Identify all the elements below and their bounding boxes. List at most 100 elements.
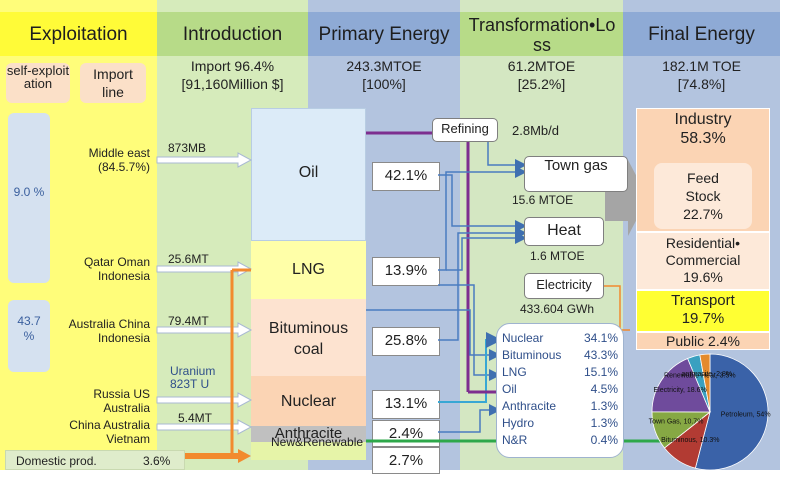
pct-oil: 42.1%	[372, 162, 440, 191]
final-public-box	[636, 332, 770, 350]
domestic-arrow	[185, 449, 251, 463]
transformation-share: [25.2%]	[517, 76, 566, 92]
self-exploitation-box-1	[8, 113, 50, 283]
mix-row-anthracite: Anthracite 1.3%	[502, 398, 618, 415]
primary-label-renewable: New&Renewable	[271, 435, 364, 449]
header-band-final	[623, 12, 780, 56]
town-gas-value: 15.6 MTOE	[512, 193, 574, 207]
transformation-summary: 61.2MTOE [25.2%]	[460, 57, 623, 101]
mix-row-oil: Oil 4.5%	[502, 381, 618, 398]
mix-pct-anthracite: 1.3%	[590, 399, 618, 413]
introduction-summary: Import 96.4% [91,160Million $]	[157, 57, 308, 101]
mix-pct-oil: 4.5%	[590, 382, 618, 396]
final-summary: 182.1M TOE [74.8%]	[623, 57, 780, 101]
mix-pct-nr: 0.4%	[590, 433, 618, 447]
self-exploitation-label: self-exploitation	[6, 63, 70, 103]
residential-pct: 19.6%	[683, 269, 723, 285]
mix-pct-hydro: 1.3%	[590, 416, 618, 430]
uranium-amount: Uranium 823T U	[170, 364, 216, 391]
header-band-exploitation	[0, 12, 157, 56]
final-industry-label: Industry 58.3%	[636, 110, 770, 148]
amount-anthracite: 5.4MT	[178, 411, 213, 425]
pie-slice-petroleum	[694, 353, 769, 471]
final-feedstock-label: Feed Stock 22.7%	[654, 169, 752, 223]
primary-label-lng: LNG	[292, 261, 325, 278]
pct-nuclear: 13.1%	[372, 390, 440, 419]
mix-row-hydro: Hydro 1.3%	[502, 415, 618, 432]
mix-pct-bituminous: 43.3%	[583, 348, 618, 362]
header-introduction: Introduction	[182, 24, 283, 45]
header-band-primary	[308, 12, 460, 56]
mix-row-bituminous: Bituminous 43.3%	[502, 347, 618, 364]
mix-label-hydro: Hydro	[502, 416, 535, 430]
source-region-china-vietnam: China Australia Vietnam	[69, 418, 150, 446]
mix-label-anthracite: Anthracite	[502, 399, 557, 413]
pie-label-anthracite: anthracite, 2.8%	[682, 371, 733, 378]
mix-pct-nuclear: 34.1%	[583, 331, 618, 345]
import-line-label: Import line	[80, 63, 146, 103]
source-region-qatar: Qatar Oman Indonesia	[83, 255, 150, 283]
primary-label-anthracite: Anthracite	[274, 425, 343, 442]
self-exploitation-box-2	[8, 300, 50, 372]
industry-name: Industry	[674, 111, 732, 128]
primary-box-nuclear	[251, 376, 366, 426]
electricity-to-final	[602, 285, 630, 331]
source-region-middle-east: Middle east (84.5.7%)	[88, 146, 150, 174]
pie-slices	[651, 353, 769, 471]
arrow-nuclear-import	[156, 392, 253, 408]
mix-label-lng: LNG	[502, 365, 527, 379]
final-feedstock-box	[654, 163, 752, 229]
primary-box-oil	[251, 108, 366, 241]
primary-share: [100%]	[362, 76, 406, 92]
pct-lng: 13.9%	[372, 257, 440, 286]
primary-summary: 243.3MTOE [100%]	[308, 57, 460, 101]
import-value: [91,160Million $]	[181, 76, 284, 92]
arrow-anthracite-import	[156, 419, 253, 435]
self-pct-2: 43.7 %	[17, 314, 41, 343]
mix-label-bituminous: Bituminous	[502, 348, 562, 362]
electricity-node: Electricity	[524, 273, 604, 299]
arrow-oil-import	[156, 152, 253, 168]
pie-label-bituminous: Bituminous, 10.3%	[661, 437, 719, 444]
transformation-total: 61.2MTOE	[507, 58, 576, 74]
town-gas-node: Town gas	[524, 156, 628, 192]
pie-label-renewable-heat: Renewable Heat, 3.5%	[664, 373, 736, 380]
arrow-coal-import	[156, 322, 253, 338]
pie-labels: Petroleum, 54% Bituminous, 10.3% Town Gas,…	[649, 371, 771, 444]
primary-label-nuclear: Nuclear	[280, 393, 337, 410]
pie-label-electricity: Electricity, 18.6%	[654, 387, 707, 394]
final-total: 182.1M TOE	[662, 58, 741, 74]
primary-box-coal	[251, 299, 366, 376]
lng-to-townGas	[438, 166, 527, 271]
header-primary-energy: Primary Energy	[318, 24, 450, 45]
residential-name: Residential• Commercial	[665, 235, 741, 268]
feedstock-name: Feed Stock	[685, 170, 721, 204]
source-region-australia-china: Australia China Indonesia	[68, 317, 150, 345]
amount-oil: 873MB	[168, 141, 207, 155]
source-region-russia: Russia US Australia	[93, 387, 150, 415]
heat-node: Heat	[524, 217, 604, 246]
import-share: Import 96.4%	[190, 58, 275, 74]
final-transport-label: Transport 19.7%	[636, 292, 770, 328]
lng-to-heat	[446, 232, 527, 271]
header-band-introduction	[157, 12, 308, 56]
final-residential-label: Residential• Commercial 19.6%	[636, 235, 770, 286]
industry-pct: 58.3%	[680, 130, 726, 147]
final-residential-box	[636, 232, 770, 290]
coal-to-heat	[438, 227, 527, 341]
primary-box-lng	[251, 241, 366, 299]
arrow-lng-import	[156, 261, 253, 277]
final-share: [74.8%]	[677, 76, 726, 92]
mix-label-nuclear: Nuclear	[502, 331, 544, 345]
coal-to-elec	[366, 309, 501, 361]
refining-value: 2.8Mb/d	[512, 123, 559, 138]
pie-slice-anthracite	[699, 353, 711, 413]
header-exploitation: Exploitation	[29, 24, 128, 45]
domestic-pct: 3.6%	[143, 454, 171, 468]
primary-box-anthracite	[251, 426, 366, 442]
electricity-mix-list: Nuclear 34.1% Bituminous 43.3% LNG 15.1% Oi…	[502, 330, 618, 449]
oil-to-heat	[438, 174, 527, 232]
refining-to-townGas	[487, 140, 527, 171]
feedstock-pct: 22.7%	[683, 206, 723, 222]
